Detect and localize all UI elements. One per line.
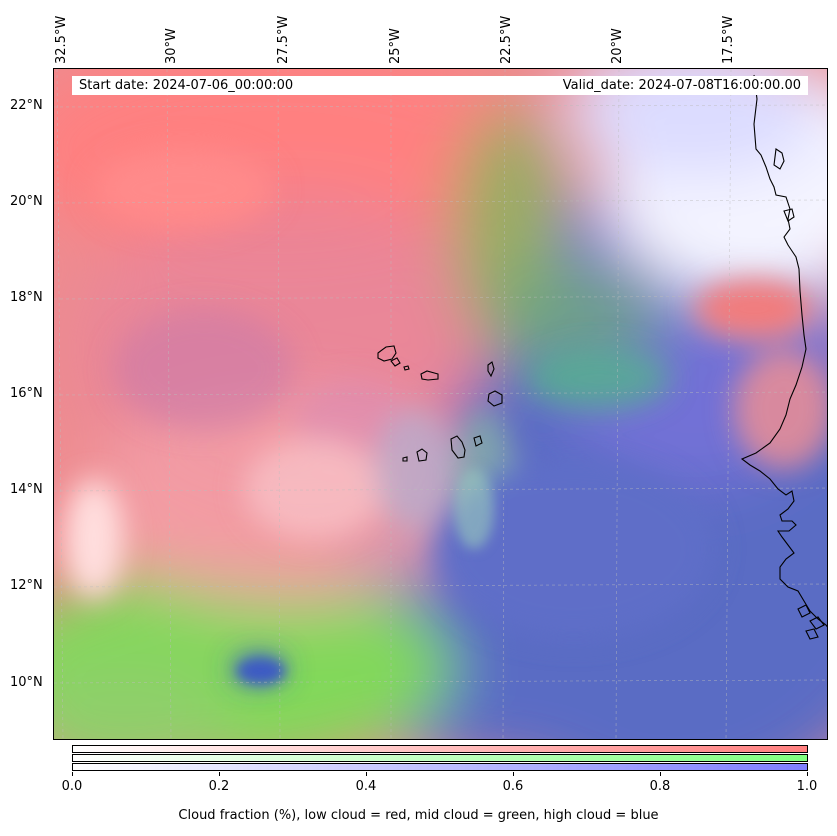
- colorbar-tick-label: 0.6: [502, 779, 524, 794]
- lon-label: 25°W: [388, 28, 403, 64]
- lat-label: 12°N: [10, 578, 43, 593]
- colorbar-title: Cloud fraction (%), low cloud = red, mid…: [178, 808, 659, 823]
- colorbar-low-cloud: [72, 745, 808, 753]
- colorbar-tick: [219, 772, 220, 776]
- lon-label: 22.5°W: [499, 15, 514, 64]
- valid-date: Valid_date: 2024-07-08T16:00:00.00: [562, 78, 801, 93]
- cape-verde-islands: [377, 345, 503, 462]
- colorbar-tick-label: 0.4: [355, 779, 377, 794]
- cloud-field-fine: [237, 469, 494, 683]
- colorbar-tick-label: 1.0: [796, 779, 818, 794]
- lon-label: 30°W: [164, 28, 179, 64]
- lon-label: 17.5°W: [721, 15, 736, 64]
- lat-label: 14°N: [10, 482, 43, 497]
- date-info-bar: Start date: 2024-07-06_00:00:00 Valid_da…: [72, 76, 808, 95]
- colorbar-tick: [366, 772, 367, 776]
- colorbar-high-cloud: [72, 763, 808, 771]
- colorbar-tick: [807, 772, 808, 776]
- lat-label: 16°N: [10, 386, 43, 401]
- colorbar-tick-label: 0.0: [61, 779, 83, 794]
- colorbar-tick-label: 0.8: [649, 779, 671, 794]
- lat-label: 18°N: [10, 290, 43, 305]
- lat-label: 22°N: [10, 98, 43, 113]
- cloud-field-detail: [64, 149, 827, 683]
- colorbar-mid-cloud: [72, 754, 808, 762]
- coastline: [740, 74, 827, 640]
- colorbar-tick: [72, 772, 73, 776]
- graticule: [54, 69, 827, 739]
- lat-label: 10°N: [10, 675, 43, 690]
- colorbar-tick-label: 0.2: [208, 779, 230, 794]
- lon-label: 27.5°W: [276, 15, 291, 64]
- lon-label: 32.5°W: [54, 15, 69, 64]
- start-date: Start date: 2024-07-06_00:00:00: [79, 78, 294, 93]
- lat-label: 20°N: [10, 194, 43, 209]
- lon-label: 20°W: [610, 28, 625, 64]
- map-canvas: [54, 69, 827, 739]
- colorbar-tick: [660, 772, 661, 776]
- cloud-fraction-map: [53, 68, 828, 740]
- colorbar-tick: [513, 772, 514, 776]
